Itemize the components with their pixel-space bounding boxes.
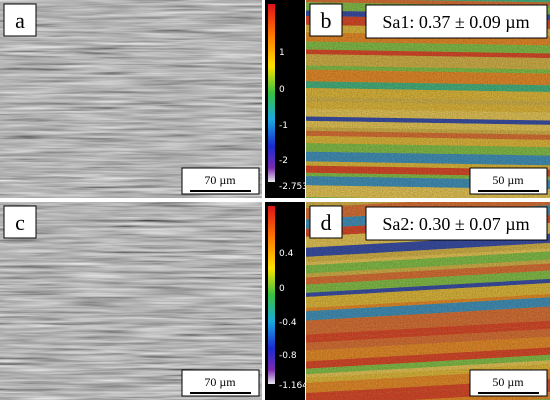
scale-bar-box <box>181 167 260 195</box>
sem-panel: c 70 µm <box>0 202 262 400</box>
scale-bar-label: 50 µm <box>492 375 524 389</box>
colorbar-tick-label: 1 <box>279 48 285 58</box>
scale-bar-label: 70 µm <box>204 375 236 389</box>
colorbar-tick-label: -1.164 <box>279 381 308 391</box>
colorbar-tick-label: -1 <box>279 121 288 131</box>
colorbar <box>268 206 275 384</box>
colorbar-tick-label: -0.4 <box>279 318 297 328</box>
profile-panel: 1 0 -1 -2 -2.753 Sa1: 0.37 ± 0.09 µm b 50 µm <box>265 0 550 198</box>
scale-bar-box <box>469 369 548 397</box>
colorbar-tick-label: 0 <box>279 85 285 95</box>
panel-label: b <box>321 8 332 33</box>
colorbar-tick-label: -0.8 <box>279 351 297 361</box>
colorbar-tick-label: 0 <box>279 284 285 294</box>
scale-bar-box <box>469 167 548 195</box>
panel-label-box <box>309 205 343 239</box>
roughness-label: Sa1: 0.37 ± 0.09 µm <box>382 12 529 32</box>
panel-label-box <box>3 3 37 37</box>
colorbar-tick-label: -2 <box>279 156 288 166</box>
colorbar-tick-label: 0.4 <box>279 249 294 259</box>
roughness-box <box>365 206 548 241</box>
roughness-label: Sa2: 0.30 ± 0.07 µm <box>382 214 529 234</box>
colorbar <box>268 4 275 182</box>
panel-label: a <box>15 8 25 33</box>
colorbar-tick-label: -2.753 <box>279 182 308 192</box>
scale-bar-label: 50 µm <box>492 173 524 187</box>
panel-label-box <box>3 205 37 239</box>
panel-label: d <box>321 210 332 235</box>
roughness-box <box>365 4 548 39</box>
panel-label-box <box>309 3 343 37</box>
sem-texture <box>0 0 262 198</box>
sem-panel: a 70 µm <box>0 0 262 198</box>
profile-panel: 0.4 0 -0.4 -0.8 -1.164 Sa2: 0.30 ± 0.07 µm d 50… <box>265 202 550 400</box>
scale-bar-label: 70 µm <box>204 173 236 187</box>
sem-texture <box>0 202 262 400</box>
panel-label: c <box>15 210 25 235</box>
scale-bar-box <box>181 369 260 397</box>
